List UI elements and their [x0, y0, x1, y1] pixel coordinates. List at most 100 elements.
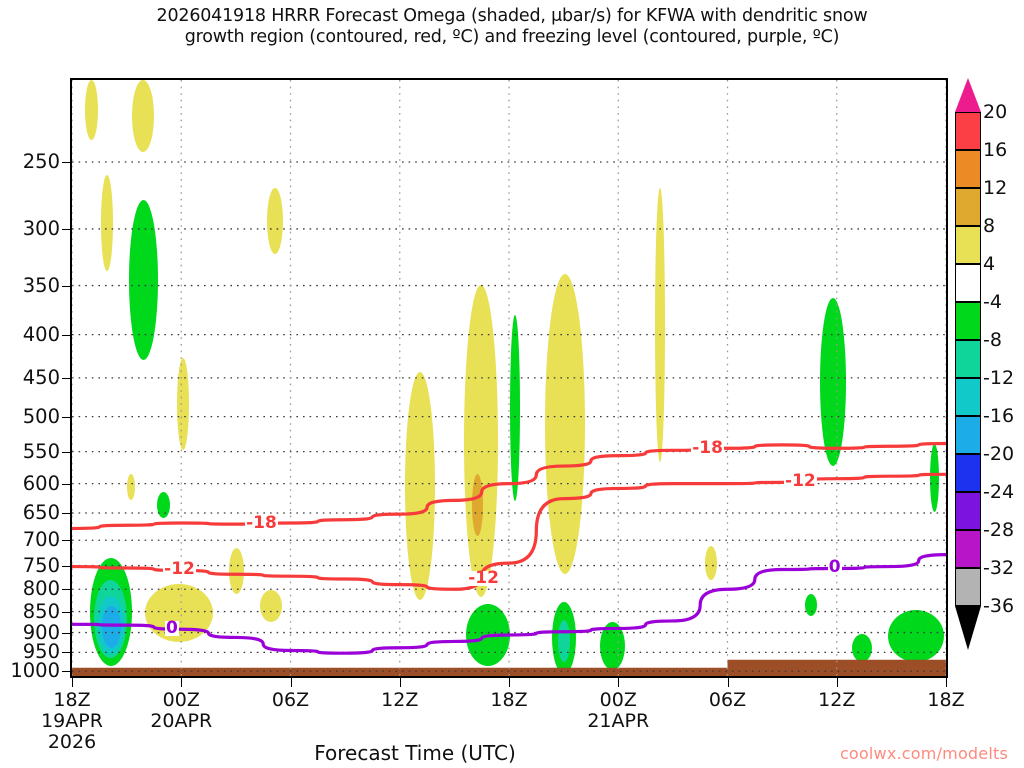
- x-tick-label: 18Z 19APR 2026: [12, 690, 132, 753]
- x-tick-mark: [72, 678, 73, 687]
- x-tick-label: 12Z: [340, 690, 460, 711]
- y-tick-label: 650: [22, 500, 60, 524]
- watermark: coolwx.com/modelts: [839, 744, 1008, 763]
- colorbar-tick-label: -4: [983, 291, 1002, 313]
- colorbar-tick-label: 4: [983, 253, 996, 275]
- plot-area: -18 -18 -12 -12 -12 0 0: [70, 78, 948, 678]
- plot-inner: -18 -18 -12 -12 -12 0 0: [72, 80, 946, 676]
- x-axis-title: Forecast Time (UTC): [314, 741, 516, 765]
- shading-blob: [260, 590, 282, 622]
- x-tick-label: 00Z 20APR: [121, 690, 241, 732]
- shading-blob: [705, 546, 717, 580]
- shading-blob: [132, 80, 154, 152]
- x-tick-label: 12Z: [777, 690, 897, 711]
- colorbar-tick-label: 8: [983, 215, 996, 237]
- y-tick-mark: [62, 285, 70, 287]
- y-tick-mark: [62, 416, 70, 418]
- chart-title-line-1: 2026041918 HRRR Forecast Omega (shaded, …: [156, 6, 868, 26]
- shading-blob: [820, 298, 846, 466]
- x-tick-mark: [836, 678, 838, 687]
- colorbar-tick-label: -36: [983, 595, 1015, 617]
- colorbar-tick-label: 12: [983, 177, 1008, 199]
- contour-label: 0: [164, 617, 179, 638]
- y-tick-label: 550: [22, 439, 60, 463]
- shading-blob: [85, 80, 98, 140]
- y-tick-mark: [62, 451, 70, 453]
- chart-title-line-2: growth region (contoured, red, ºC) and f…: [184, 27, 840, 47]
- y-tick-mark: [62, 334, 70, 336]
- colorbar-segment: [955, 416, 981, 454]
- x-tick-date: 19APR: [41, 710, 103, 732]
- chart-title: 2026041918 HRRR Forecast Omega (shaded, …: [0, 6, 1024, 48]
- shading-blob: [888, 610, 944, 662]
- shading-blob: [129, 200, 158, 360]
- x-tick-time: 06Z: [708, 689, 747, 711]
- x-tick-year: 2026: [47, 731, 97, 753]
- shading-blob: [930, 444, 939, 512]
- x-tick-time: 18Z: [490, 689, 528, 711]
- y-tick-mark: [62, 652, 70, 654]
- shading-blob: [101, 175, 113, 271]
- colorbar-tick-label: -32: [983, 557, 1015, 579]
- colorbar-tick-label: -20: [983, 443, 1015, 465]
- y-tick-label: 850: [22, 599, 60, 623]
- omega-shading: [85, 80, 944, 674]
- y-tick-mark: [62, 565, 70, 567]
- contour-line: [72, 441, 946, 531]
- y-tick-label: 700: [22, 528, 60, 552]
- colorbar-segment: [955, 340, 981, 378]
- contour-label: -12: [163, 559, 196, 580]
- colorbar-segment: [955, 112, 981, 150]
- shading-blob: [472, 474, 483, 536]
- x-tick-time: 00Z: [599, 689, 637, 711]
- colorbar-tick-label: 20: [983, 101, 1008, 123]
- x-tick-mark: [290, 678, 292, 687]
- shading-blob: [558, 620, 570, 662]
- x-tick-time: 12Z: [818, 689, 856, 711]
- y-tick-label: 250: [22, 149, 60, 173]
- y-tick-label: 300: [22, 216, 60, 240]
- shading-blob: [655, 188, 665, 462]
- x-tick-mark: [509, 678, 510, 687]
- plot-svg: [72, 80, 946, 676]
- y-tick-label: 350: [22, 273, 60, 297]
- shading-blob: [405, 372, 435, 600]
- y-tick-label: 400: [22, 322, 60, 346]
- y-tick-label: 600: [22, 471, 60, 495]
- shading-blob: [102, 606, 121, 648]
- x-tick-mark: [399, 678, 401, 687]
- colorbar-segment: [955, 568, 981, 606]
- shading-blob: [464, 285, 498, 597]
- y-tick-label: 1000: [10, 659, 60, 683]
- x-tick-time: 12Z: [381, 689, 419, 711]
- shading-blob: [510, 315, 520, 501]
- shading-blob: [267, 188, 283, 254]
- shading-blob: [127, 474, 135, 500]
- contour-label: -12: [784, 470, 817, 491]
- contour-label: 0: [827, 557, 842, 578]
- colorbar-tick-label: -8: [983, 329, 1002, 351]
- x-tick-time: 18Z: [927, 689, 965, 711]
- y-tick-mark: [62, 589, 70, 591]
- x-tick-label: 18Z: [449, 690, 569, 711]
- colorbar-segment: [955, 226, 981, 264]
- gridlines: [72, 80, 946, 676]
- colorbar-segment: [955, 492, 981, 530]
- y-tick-label: 900: [22, 620, 60, 644]
- colorbar-segment: [955, 530, 981, 568]
- contour-label: -18: [691, 438, 724, 459]
- colorbar-overflow-arrow-icon: [955, 78, 981, 112]
- colorbar-segment: [955, 188, 981, 226]
- contour-line: [72, 553, 946, 655]
- colorbar: 20 16 12 8 4 -4 -8 -12 -16 -20 -24 -28 -32 -36: [955, 78, 1014, 678]
- colorbar-segment: [955, 264, 981, 302]
- colorbar-segment: [955, 454, 981, 492]
- x-tick-mark: [946, 678, 947, 687]
- colorbar-tick-label: -12: [983, 367, 1015, 389]
- colorbar-underflow-arrow-icon: [955, 606, 981, 650]
- y-tick-label: 750: [22, 553, 60, 577]
- colorbar-tick-label: -24: [983, 481, 1015, 503]
- colorbar-tick-label: -16: [983, 405, 1015, 427]
- shading-blob: [145, 584, 213, 642]
- y-tick-mark: [62, 483, 70, 485]
